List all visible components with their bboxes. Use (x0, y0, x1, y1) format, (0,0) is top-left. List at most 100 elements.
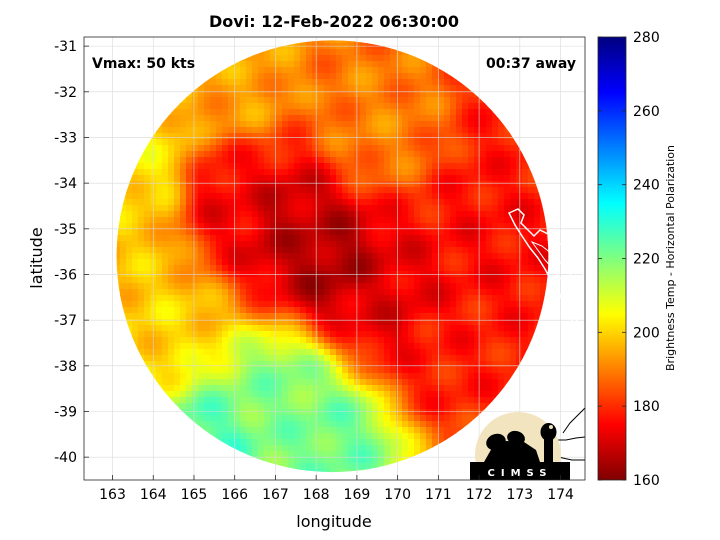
swath-cell (330, 67, 337, 74)
swath-cell (342, 73, 349, 80)
swath-cell (138, 253, 145, 260)
swath-cell (366, 205, 373, 212)
swath-cell (444, 151, 451, 158)
swath-cell (438, 223, 445, 230)
swath-cell (174, 301, 181, 308)
swath-cell (528, 175, 535, 182)
swath-cell (444, 103, 451, 110)
swath-cell (348, 241, 355, 248)
swath-cell (342, 283, 349, 290)
swath-cell (390, 217, 397, 224)
swath-cell (348, 169, 355, 176)
swath-cell (450, 211, 457, 218)
swath-cell (354, 277, 361, 284)
swath-cell (162, 283, 169, 290)
swath-cell (426, 325, 433, 332)
swath-cell (474, 163, 481, 170)
swath-cell (300, 253, 307, 260)
swath-cell (228, 151, 235, 158)
swath-cell (426, 163, 433, 170)
swath-cell (258, 199, 265, 206)
swath-cell (126, 205, 133, 212)
swath-cell (156, 355, 163, 362)
swath-cell (258, 151, 265, 158)
swath-cell (162, 379, 169, 386)
swath-cell (390, 211, 397, 218)
swath-cell (384, 331, 391, 338)
swath-cell (174, 247, 181, 254)
swath-cell (426, 361, 433, 368)
swath-cell (390, 97, 397, 104)
swath-cell (192, 385, 199, 392)
swath-cell (474, 385, 481, 392)
swath-cell (252, 295, 259, 302)
swath-cell (258, 247, 265, 254)
swath-cell (492, 127, 499, 134)
swath-cell (198, 313, 205, 320)
swath-cell (204, 379, 211, 386)
swath-cell (192, 259, 199, 266)
swath-cell (156, 331, 163, 338)
swath-cell (252, 61, 259, 68)
swath-cell (270, 205, 277, 212)
swath-cell (456, 121, 463, 128)
swath-cell (288, 175, 295, 182)
swath-cell (432, 211, 439, 218)
swath-cell (234, 181, 241, 188)
swath-cell (336, 127, 343, 134)
swath-cell (276, 97, 283, 104)
swath-cell (378, 199, 385, 206)
swath-cell (420, 61, 427, 68)
swath-cell (300, 325, 307, 332)
swath-cell (360, 127, 367, 134)
swath-cell (486, 223, 493, 230)
swath-cell (408, 331, 415, 338)
swath-cell (312, 247, 319, 254)
swath-cell (324, 169, 331, 176)
swath-cell (258, 265, 265, 272)
swath-cell (276, 283, 283, 290)
swath-cell (336, 55, 343, 62)
swath-cell (456, 115, 463, 122)
swath-cell (360, 235, 367, 242)
swath-cell (258, 145, 265, 152)
swath-cell (342, 103, 349, 110)
swath-cell (438, 319, 445, 326)
swath-cell (324, 283, 331, 290)
swath-cell (138, 259, 145, 266)
swath-cell (522, 157, 529, 164)
swath-cell (312, 379, 319, 386)
swath-cell (450, 259, 457, 266)
swath-cell (162, 169, 169, 176)
swath-cell (318, 127, 325, 134)
swath-cell (324, 367, 331, 374)
swath-cell (414, 115, 421, 122)
swath-cell (360, 85, 367, 92)
swath-cell (186, 307, 193, 314)
swath-cell (282, 199, 289, 206)
swath-cell (294, 85, 301, 92)
swath-cell (222, 211, 229, 218)
swath-cell (474, 103, 481, 110)
swath-cell (300, 139, 307, 146)
swath-cell (474, 379, 481, 386)
swath-cell (288, 187, 295, 194)
swath-cell (402, 217, 409, 224)
swath-cell (504, 205, 511, 212)
swath-cell (204, 193, 211, 200)
swath-cell (180, 193, 187, 200)
swath-cell (294, 385, 301, 392)
swath-cell (420, 97, 427, 104)
swath-cell (354, 385, 361, 392)
swath-cell (306, 181, 313, 188)
swath-cell (414, 211, 421, 218)
swath-cell (294, 331, 301, 338)
swath-cell (138, 343, 145, 350)
swath-cell (402, 337, 409, 344)
swath-cell (216, 295, 223, 302)
swath-cell (390, 319, 397, 326)
swath-cell (492, 241, 499, 248)
swath-cell (306, 97, 313, 104)
swath-cell (318, 115, 325, 122)
swath-cell (444, 301, 451, 308)
